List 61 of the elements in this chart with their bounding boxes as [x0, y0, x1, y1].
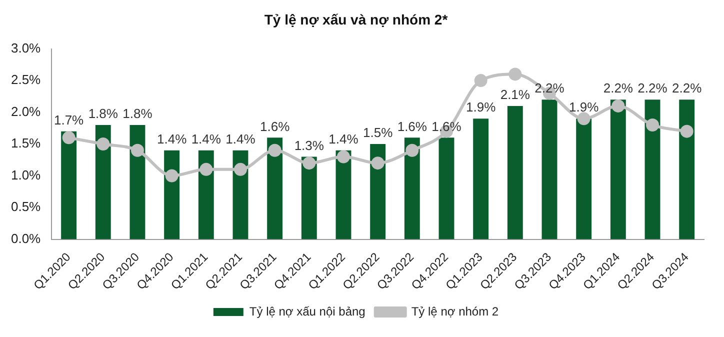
legend-label: Tỷ lệ nợ nhóm 2	[411, 304, 499, 318]
y-tick-label: 1.0%	[10, 167, 42, 182]
point	[508, 68, 522, 81]
point	[577, 112, 590, 126]
bar	[507, 106, 523, 240]
point	[371, 156, 384, 170]
bar	[267, 138, 283, 240]
legend-label: Tỷ lệ nợ xấu nội bảng	[249, 304, 366, 318]
point	[130, 144, 144, 157]
point	[165, 169, 178, 182]
point	[612, 99, 625, 112]
bar	[130, 124, 146, 240]
bar	[679, 100, 695, 240]
point	[474, 74, 488, 88]
data-label: 1.8%	[122, 106, 153, 122]
bar	[164, 150, 180, 240]
bar	[576, 118, 592, 240]
bar	[610, 100, 626, 240]
bar	[61, 131, 77, 240]
bar	[438, 138, 454, 240]
data-label: 1.6%	[432, 118, 462, 134]
bar	[542, 100, 558, 240]
y-tick-label: 2.0%	[10, 104, 42, 119]
data-label: 1.4%	[156, 131, 188, 146]
y-tick-label: 2.5%	[10, 72, 42, 88]
bar	[644, 100, 660, 240]
point	[268, 144, 282, 157]
bar	[404, 138, 420, 240]
data-label: 1.5%	[362, 125, 394, 140]
data-label: 1.6%	[397, 118, 428, 134]
point	[62, 131, 76, 144]
point	[234, 162, 247, 176]
data-label: 1.7%	[54, 112, 84, 128]
data-label: 2.2%	[638, 80, 668, 96]
data-label: 2.1%	[500, 87, 530, 102]
data-label: 2.2%	[534, 80, 565, 96]
data-label: 1.9%	[466, 100, 496, 115]
point	[96, 138, 110, 151]
point	[200, 162, 213, 176]
point	[646, 118, 659, 132]
y-tick-label: 3.0%	[10, 40, 42, 56]
chart-title: Tỷ lệ nợ xấu và nợ nhóm 2*	[264, 11, 448, 28]
point	[336, 150, 350, 164]
bar	[370, 144, 386, 240]
point	[302, 156, 316, 170]
point	[680, 124, 694, 138]
bar	[95, 124, 111, 240]
bar	[473, 118, 489, 240]
data-label: 1.4%	[226, 131, 256, 146]
data-label: 1.3%	[294, 138, 324, 153]
data-label: 2.2%	[672, 80, 702, 96]
y-tick-label: 1.5%	[10, 136, 42, 151]
y-tick-label: 0.0%	[10, 230, 42, 246]
data-label: 1.4%	[328, 131, 359, 146]
y-tick-label: 0.5%	[10, 199, 42, 214]
data-label: 1.6%	[260, 118, 290, 134]
data-label: 1.4%	[191, 131, 222, 146]
data-label: 1.8%	[88, 106, 118, 122]
point	[406, 144, 419, 157]
data-label: 2.2%	[603, 80, 634, 96]
data-label: 1.9%	[569, 100, 600, 115]
